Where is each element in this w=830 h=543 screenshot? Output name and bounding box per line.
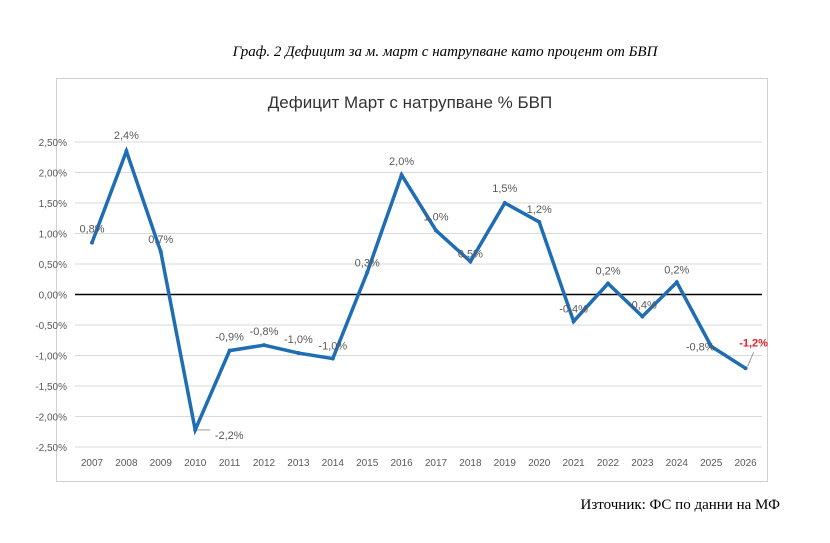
x-tick-label: 2018: [459, 458, 482, 469]
x-tick-label: 2019: [494, 458, 517, 469]
x-tick-label: 2023: [631, 458, 654, 469]
x-tick-label: 2020: [528, 458, 551, 469]
source-note: Източник: ФС по данни на МФ: [580, 497, 780, 513]
x-tick-label: 2016: [390, 458, 413, 469]
y-tick-label: 2,00%: [39, 169, 67, 180]
leader-line: [747, 352, 755, 367]
y-tick-label: -0,50%: [35, 321, 67, 332]
x-tick-label: 2012: [253, 458, 276, 469]
x-tick-label: 2015: [356, 458, 379, 469]
y-tick-label: 0,50%: [39, 260, 67, 271]
data-point: [640, 314, 645, 319]
chart-title: Дефицит Март с натрупване % БВП: [268, 93, 552, 112]
data-point: [365, 270, 370, 275]
x-tick-label: 2007: [81, 458, 104, 469]
data-label: -2,2%: [215, 430, 244, 442]
data-point: [606, 281, 610, 286]
x-tick-label: 2008: [115, 458, 138, 469]
data-label: 0,3%: [355, 258, 380, 270]
data-label: -0,9%: [215, 332, 244, 344]
x-tick-label: 2011: [219, 458, 241, 469]
x-tick-label: 2025: [700, 458, 723, 469]
data-point: [296, 351, 301, 356]
data-point: [262, 343, 266, 348]
data-label: -0,8%: [686, 341, 715, 353]
y-tick-label: 0,00%: [39, 291, 67, 302]
data-point: [743, 366, 748, 371]
y-tick-label: -1,00%: [35, 352, 67, 363]
x-tick-label: 2014: [322, 458, 345, 469]
data-label: -1,0%: [284, 334, 313, 346]
data-point: [468, 259, 473, 264]
data-point: [434, 228, 438, 233]
data-point: [537, 219, 542, 224]
x-tick-label: 2013: [287, 458, 310, 469]
y-tick-label: 1,00%: [39, 230, 67, 241]
y-tick-label: -2,50%: [35, 443, 67, 454]
figure-caption: Граф. 2 Дефицит за м. март с натрупване …: [232, 44, 658, 60]
data-label: 0,7%: [148, 234, 173, 246]
data-label: 2,0%: [389, 156, 414, 168]
data-label: 1,2%: [527, 204, 552, 216]
x-tick-label: 2021: [562, 458, 585, 469]
data-label: -1,2%: [739, 337, 768, 349]
y-tick-label: -1,50%: [35, 382, 67, 393]
x-tick-label: 2024: [666, 458, 689, 469]
y-tick-label: 1,50%: [39, 199, 67, 210]
data-label: 0,5%: [458, 249, 483, 261]
x-tick-label: 2009: [150, 458, 173, 469]
data-label: 0,2%: [595, 266, 620, 278]
x-tick-label: 2017: [425, 458, 448, 469]
data-label: 1,0%: [423, 211, 448, 223]
x-tick-label: 2026: [734, 458, 757, 469]
data-label: -0,8%: [250, 326, 279, 338]
data-point: [709, 344, 714, 349]
data-label: -0,4%: [628, 299, 657, 311]
data-label: 2,4%: [114, 130, 139, 142]
data-point: [674, 280, 679, 285]
y-tick-label: 2,50%: [39, 138, 67, 149]
data-point: [502, 201, 507, 205]
data-label: 1,5%: [492, 183, 517, 195]
data-point: [124, 149, 129, 154]
chart-frame: [56, 78, 768, 482]
x-tick-label: 2010: [184, 458, 207, 469]
data-point: [571, 319, 576, 324]
data-point: [227, 348, 232, 353]
data-label: 0,2%: [664, 264, 689, 276]
x-tick-label: 2022: [597, 458, 620, 469]
y-tick-label: -2,00%: [35, 413, 67, 424]
data-label: -0,4%: [559, 303, 588, 315]
data-label: 0,8%: [79, 224, 104, 236]
data-point: [158, 249, 163, 254]
data-point: [193, 427, 198, 432]
series-line: [90, 145, 747, 436]
data-point: [399, 172, 404, 177]
data-label: -1,0%: [318, 341, 347, 353]
data-point: [330, 356, 335, 361]
data-point: [90, 240, 94, 245]
